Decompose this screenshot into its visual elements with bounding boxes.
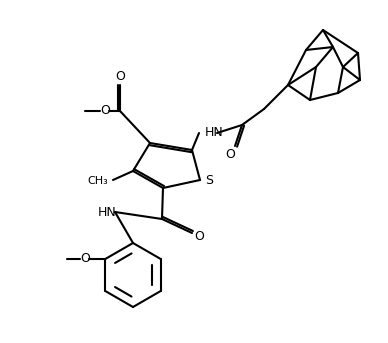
Text: HN: HN [98, 205, 116, 218]
Text: O: O [115, 70, 125, 83]
Text: O: O [80, 252, 90, 265]
Text: O: O [194, 229, 204, 243]
Text: HN: HN [205, 127, 224, 140]
Text: O: O [225, 147, 235, 161]
Text: O: O [100, 105, 110, 118]
Text: S: S [205, 174, 213, 187]
Text: CH₃: CH₃ [87, 176, 108, 186]
